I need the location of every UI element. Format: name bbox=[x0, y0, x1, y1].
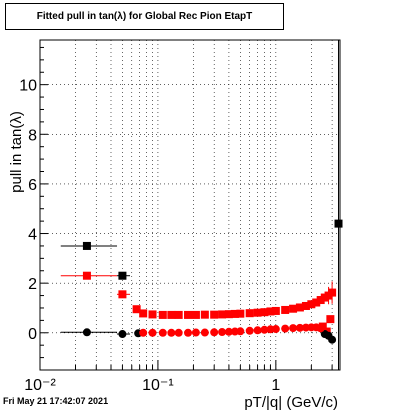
square-marker bbox=[301, 301, 310, 310]
square-marker bbox=[167, 310, 176, 319]
x-axis-label: pT/|q| (GeV/c) bbox=[244, 394, 338, 410]
square-marker bbox=[260, 308, 269, 317]
circle-marker bbox=[260, 325, 269, 334]
square-marker bbox=[174, 310, 183, 319]
circle-marker bbox=[295, 323, 304, 332]
circle-marker bbox=[82, 328, 91, 337]
square-marker bbox=[184, 310, 193, 319]
circle-marker bbox=[174, 328, 183, 337]
circle-marker bbox=[118, 330, 127, 339]
y-tick-label: 8 bbox=[28, 127, 37, 144]
data-points bbox=[60, 40, 343, 370]
square-marker bbox=[82, 241, 91, 250]
circle-marker bbox=[316, 324, 325, 333]
square-marker bbox=[230, 309, 239, 318]
circle-marker bbox=[253, 326, 262, 335]
square-marker bbox=[334, 219, 343, 228]
axes: 0 2 4 6 8 10 10⁻² 10⁻¹ 1 bbox=[19, 46, 333, 394]
x-tick-label: 10⁻¹ bbox=[142, 377, 174, 394]
circle-marker bbox=[148, 328, 157, 337]
square-marker bbox=[236, 309, 245, 318]
square-marker bbox=[139, 309, 148, 318]
circle-marker bbox=[236, 327, 245, 336]
y-tick-label: 10 bbox=[19, 78, 37, 95]
square-marker bbox=[200, 310, 209, 319]
y-tick-label: 6 bbox=[28, 177, 37, 194]
circle-marker bbox=[158, 328, 167, 337]
x-tick-label: 1 bbox=[271, 377, 280, 394]
circle-marker bbox=[200, 328, 209, 337]
circle-marker bbox=[245, 326, 254, 335]
square-marker bbox=[158, 310, 167, 319]
circle-marker bbox=[224, 327, 233, 336]
circle-marker bbox=[271, 325, 280, 334]
chart-title: Fitted pull in tan(λ) for Global Rec Pio… bbox=[5, 3, 284, 30]
circle-marker bbox=[167, 328, 176, 337]
circle-marker bbox=[328, 335, 337, 344]
square-marker bbox=[210, 310, 219, 319]
y-tick-label: 0 bbox=[28, 326, 37, 343]
square-marker bbox=[326, 315, 335, 324]
square-marker bbox=[245, 309, 254, 318]
square-marker bbox=[316, 296, 325, 305]
x-tick-label: 10⁻² bbox=[24, 377, 56, 394]
square-marker bbox=[191, 310, 200, 319]
square-marker bbox=[307, 300, 316, 309]
circle-marker bbox=[210, 328, 219, 337]
circle-marker bbox=[289, 324, 298, 333]
square-marker bbox=[218, 310, 227, 319]
square-marker bbox=[132, 305, 141, 314]
circle-marker bbox=[184, 328, 193, 337]
square-marker bbox=[253, 308, 262, 317]
square-marker bbox=[118, 290, 127, 299]
square-marker bbox=[148, 310, 157, 319]
square-marker bbox=[271, 306, 280, 315]
circle-marker bbox=[191, 328, 200, 337]
square-marker bbox=[224, 310, 233, 319]
circle-marker bbox=[139, 328, 148, 337]
square-marker bbox=[281, 305, 290, 314]
square-marker bbox=[289, 304, 298, 313]
grid-lines bbox=[40, 40, 340, 370]
square-marker bbox=[118, 271, 127, 280]
y-axis-label: pull in tan(λ) bbox=[8, 111, 25, 193]
square-marker bbox=[328, 288, 337, 297]
y-tick-label: 2 bbox=[28, 276, 37, 293]
square-marker bbox=[82, 271, 91, 280]
y-tick-label: 4 bbox=[28, 227, 37, 244]
circle-marker bbox=[218, 328, 227, 337]
square-marker bbox=[266, 307, 275, 316]
square-marker bbox=[295, 303, 304, 312]
timestamp-label: Fri May 21 17:42:07 2021 bbox=[3, 396, 109, 406]
circle-marker bbox=[281, 324, 290, 333]
square-marker bbox=[312, 298, 321, 307]
plot-frame bbox=[39, 39, 341, 371]
